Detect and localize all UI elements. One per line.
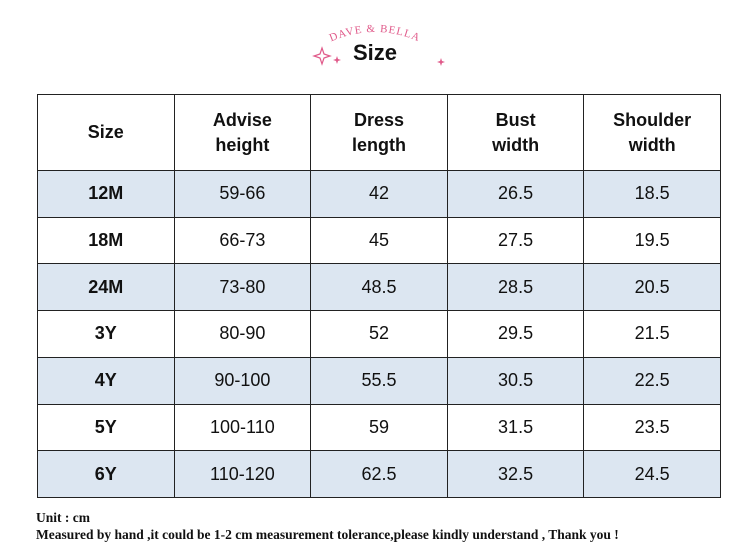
- note-line: Unit : cm: [36, 510, 90, 525]
- table-row: 24M 73-80 48.5 28.5 20.5: [37, 263, 721, 312]
- value-cell: 48.5: [310, 263, 448, 312]
- size-cell: 18M: [37, 216, 175, 265]
- value-cell: 59-66: [173, 170, 312, 218]
- header-line: Shoulder: [613, 109, 692, 130]
- header-line: Size: [87, 122, 124, 142]
- size-cell: 12M: [37, 170, 175, 218]
- value-cell: 45: [310, 216, 448, 265]
- value-cell: 30.5: [446, 356, 585, 405]
- header-cell: Shoulder width: [583, 94, 721, 171]
- value-cell: 73-80: [173, 263, 312, 312]
- header-line: width: [492, 134, 540, 155]
- sparkle: [312, 46, 332, 66]
- value-cell: 100-110: [173, 403, 312, 452]
- table-row: 5Y 100-110 59 31.5 23.5: [37, 403, 721, 452]
- title: Size: [352, 40, 398, 65]
- value-cell: 32.5: [446, 450, 585, 498]
- value-cell: 21.5: [583, 310, 721, 358]
- header-line: Dress: [353, 109, 404, 130]
- value-cell: 27.5: [446, 216, 585, 265]
- size-cell: 3Y: [37, 310, 175, 358]
- value-cell: 26.5: [446, 170, 585, 218]
- header-line: width: [628, 134, 676, 155]
- notes: Unit : cm Measured by hand ,it could be 1…: [36, 509, 619, 543]
- value-cell: 42: [310, 170, 448, 218]
- size-cell: 24M: [37, 263, 175, 312]
- brand-logo: DAVE & BELLA: [312, 23, 445, 66]
- size-table: Size Advise height Dress length Bust width Shou…: [37, 94, 721, 498]
- header-cell: Size: [37, 94, 175, 171]
- table-row: 18M 66-73 45 27.5 19.5: [37, 216, 721, 265]
- value-cell: 28.5: [446, 263, 585, 312]
- header-row: Size Advise height Dress length Bust width Shou…: [37, 94, 721, 171]
- size-cell: 5Y: [37, 403, 175, 452]
- header-line: Advise: [212, 109, 272, 130]
- sparkle: [437, 58, 445, 66]
- note-line: Measured by hand ,it could be 1-2 cm mea…: [36, 527, 619, 542]
- table-row: 3Y 80-90 52 29.5 21.5: [37, 310, 721, 358]
- table-row: 4Y 90-100 55.5 30.5 22.5: [37, 356, 721, 405]
- header-line: height: [215, 134, 270, 155]
- value-cell: 62.5: [310, 450, 448, 498]
- header-cell: Advise height: [173, 94, 312, 171]
- header-line: Bust: [495, 109, 536, 130]
- value-cell: 110-120: [173, 450, 312, 498]
- sparkle: [333, 56, 341, 64]
- value-cell: 24.5: [583, 450, 721, 498]
- value-cell: 59: [310, 403, 448, 452]
- value-cell: 22.5: [583, 356, 721, 405]
- value-cell: 20.5: [583, 263, 721, 312]
- value-cell: 31.5: [446, 403, 585, 452]
- size-cell: 6Y: [37, 450, 175, 498]
- value-cell: 29.5: [446, 310, 585, 358]
- value-cell: 55.5: [310, 356, 448, 405]
- value-cell: 52: [310, 310, 448, 358]
- value-cell: 66-73: [173, 216, 312, 265]
- value-cell: 19.5: [583, 216, 721, 265]
- value-cell: 23.5: [583, 403, 721, 452]
- header-cell: Dress length: [310, 94, 448, 171]
- value-cell: 80-90: [173, 310, 312, 358]
- size-cell: 4Y: [37, 356, 175, 405]
- header-line: length: [351, 134, 406, 155]
- value-cell: 90-100: [173, 356, 312, 405]
- header-cell: Bust width: [446, 94, 585, 171]
- table-row: 12M 59-66 42 26.5 18.5: [37, 170, 721, 218]
- table-row: 6Y 110-120 62.5 32.5 24.5: [37, 450, 721, 498]
- value-cell: 18.5: [583, 170, 721, 218]
